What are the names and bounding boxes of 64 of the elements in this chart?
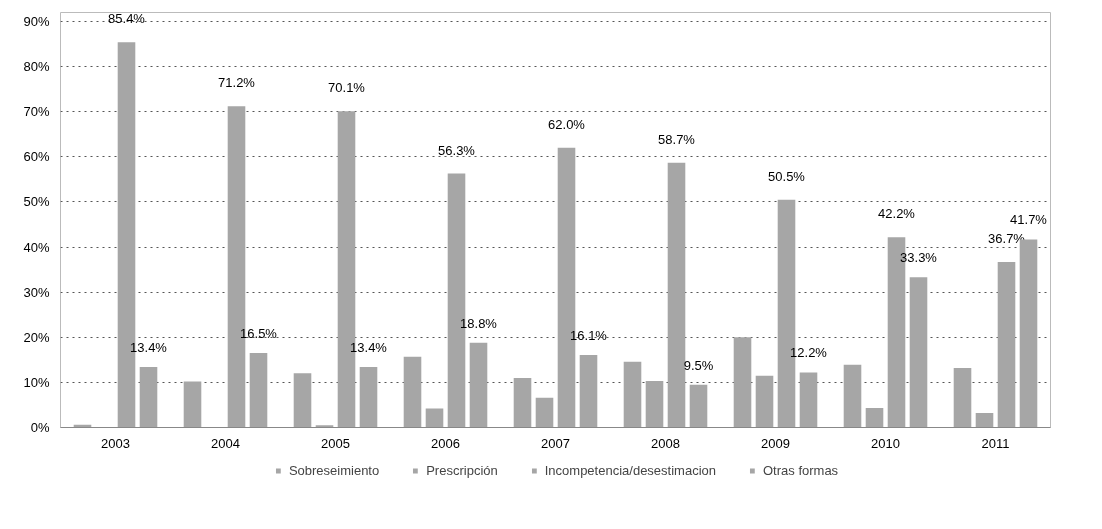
bar xyxy=(645,381,664,428)
y-tick-label: 50% xyxy=(23,194,50,210)
data-label: 56.3% xyxy=(438,142,476,158)
legend-label: Prescripción xyxy=(426,462,498,478)
bar xyxy=(975,413,994,428)
bar xyxy=(403,356,422,428)
bar xyxy=(535,397,554,428)
x-tick-label: 2011 xyxy=(981,435,1010,451)
y-tick-label: 60% xyxy=(23,149,50,165)
y-tick-label: 30% xyxy=(23,284,50,300)
x-tick-label: 2007 xyxy=(541,435,570,451)
data-label: 33.3% xyxy=(900,250,938,266)
bar xyxy=(755,375,774,428)
bar xyxy=(909,277,928,428)
bar xyxy=(139,367,158,428)
bar xyxy=(865,408,884,428)
x-tick-label: 2006 xyxy=(431,435,460,451)
y-tick-label: 40% xyxy=(23,239,50,255)
bar xyxy=(843,364,862,428)
data-label: 13.4% xyxy=(130,340,168,356)
data-label: 18.8% xyxy=(460,315,498,331)
bar xyxy=(623,361,642,428)
bar xyxy=(667,162,686,428)
data-label: 62.0% xyxy=(548,116,586,132)
bar xyxy=(689,384,708,428)
y-tick-label: 10% xyxy=(23,374,50,390)
bar xyxy=(953,367,972,428)
legend-label: Otras formas xyxy=(763,462,839,478)
x-tick-label: 2003 xyxy=(101,435,130,451)
data-label: 13.4% xyxy=(350,340,388,356)
data-label: 16.1% xyxy=(570,327,608,343)
x-tick-label: 2005 xyxy=(321,435,350,451)
bar xyxy=(799,372,818,428)
legend-label: Sobreseimiento xyxy=(288,462,380,478)
bar xyxy=(997,261,1016,428)
x-tick-label: 2009 xyxy=(761,435,790,451)
y-tick-label: 70% xyxy=(23,104,50,120)
data-label: 12.2% xyxy=(790,345,828,361)
legend-label: Incompetencia/desestimacion xyxy=(544,462,716,478)
data-label: 9.5% xyxy=(683,357,714,373)
x-tick-label: 2010 xyxy=(871,435,900,451)
y-tick-label: 90% xyxy=(23,14,50,30)
data-label: 85.4% xyxy=(108,11,146,27)
bar xyxy=(469,342,488,428)
bar xyxy=(249,353,268,428)
bar xyxy=(183,381,202,428)
data-label: 58.7% xyxy=(658,131,696,147)
bar xyxy=(359,367,378,428)
bar xyxy=(579,354,598,428)
bar xyxy=(513,377,532,428)
data-label: 41.7% xyxy=(1010,212,1048,228)
y-tick-label: 20% xyxy=(23,329,50,345)
bar xyxy=(293,373,312,428)
x-tick-label: 2004 xyxy=(211,435,240,451)
data-label: 42.2% xyxy=(878,206,916,222)
bar xyxy=(425,408,444,428)
x-tick-label: 2008 xyxy=(651,435,680,451)
data-label: 70.1% xyxy=(328,80,366,96)
data-label: 50.5% xyxy=(768,168,806,184)
y-tick-label: 0% xyxy=(30,420,50,435)
y-tick-label: 80% xyxy=(23,59,50,75)
data-label: 71.2% xyxy=(218,75,256,91)
bar xyxy=(733,337,752,428)
data-label: 16.5% xyxy=(240,326,278,342)
